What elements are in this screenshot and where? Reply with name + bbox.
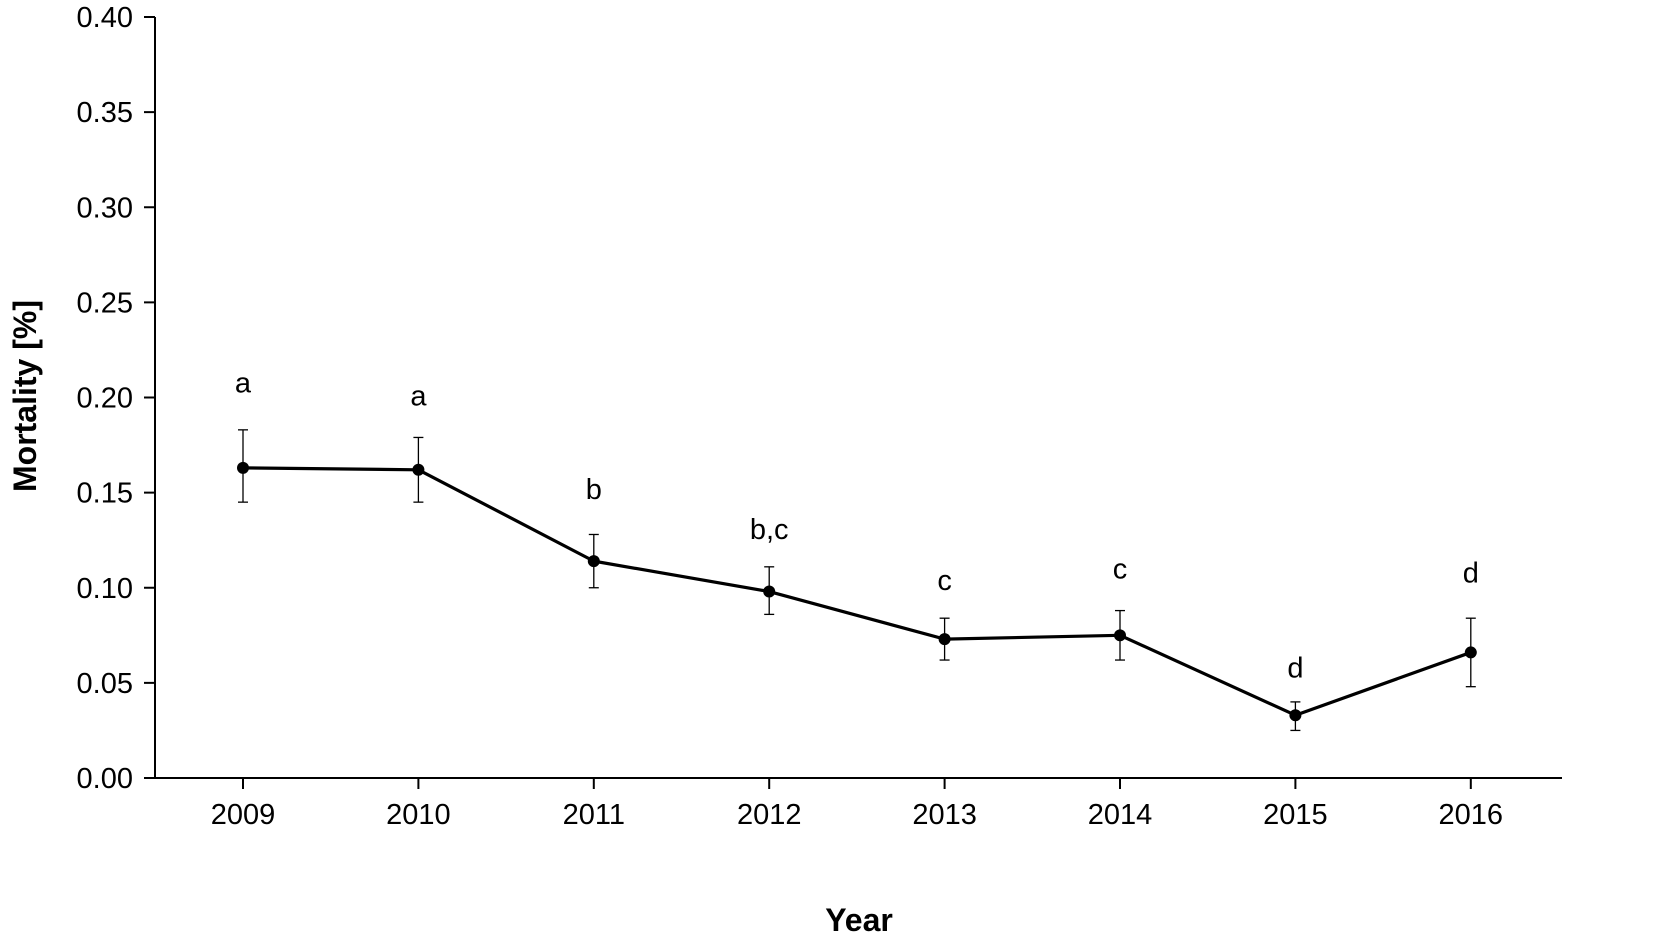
significance-letter-2010: a: [410, 381, 427, 413]
data-point-2009: [237, 461, 249, 474]
y-tick-label: 0.25: [77, 287, 133, 319]
y-tick-label: 0.30: [77, 192, 133, 224]
significance-letter-2009: a: [235, 367, 252, 399]
data-point-2014: [1114, 629, 1126, 642]
series-line: [242, 466, 1472, 717]
y-axis: 0.00 0.05 0.10 0.15 0.20 0.25 0.30 0.35 0.40: [77, 2, 156, 795]
significance-letter-2016: d: [1463, 558, 1479, 590]
significance-letter-2011: b: [586, 474, 602, 506]
x-tick-label: 2010: [386, 799, 451, 831]
error-bars: [238, 429, 1476, 732]
y-tick-label: 0.05: [77, 668, 133, 700]
x-axis-title: Year: [825, 902, 893, 938]
data-point-2011: [587, 555, 600, 568]
significance-letter-2015: d: [1287, 653, 1303, 685]
y-tick-label: 0.35: [77, 97, 133, 129]
x-tick-label: 2015: [1263, 799, 1328, 831]
y-tick-label: 0.15: [77, 478, 133, 510]
x-tick-label: 2011: [563, 799, 625, 831]
significance-letters: a a b b,c c c d d: [235, 367, 1479, 684]
x-axis: 2009 2010 2011 2012 2013 2014 2015 2016: [155, 777, 1562, 831]
y-tick-label: 0.40: [77, 2, 133, 34]
significance-letter-2014: c: [1113, 554, 1128, 586]
x-tick-label: 2012: [737, 799, 802, 831]
data-point-2015: [1289, 709, 1302, 722]
significance-letter-2012: b,c: [750, 514, 789, 546]
series-polyline: [242, 466, 1472, 717]
significance-letter-2013: c: [937, 565, 952, 597]
x-tick-label: 2016: [1439, 799, 1504, 831]
x-tick-label: 2009: [211, 799, 276, 831]
data-point-2013: [938, 633, 951, 646]
x-tick-label: 2014: [1088, 799, 1153, 831]
data-point-2016: [1464, 646, 1477, 659]
y-tick-label: 0.20: [77, 383, 133, 415]
data-point-2012: [763, 585, 776, 598]
data-points: [237, 461, 1477, 722]
data-point-2010: [412, 463, 425, 476]
y-tick-label: 0.10: [77, 573, 133, 605]
y-axis-title: Mortality [%]: [7, 300, 43, 492]
x-tick-label: 2013: [912, 799, 977, 831]
y-tick-label: 0.00: [77, 763, 133, 795]
